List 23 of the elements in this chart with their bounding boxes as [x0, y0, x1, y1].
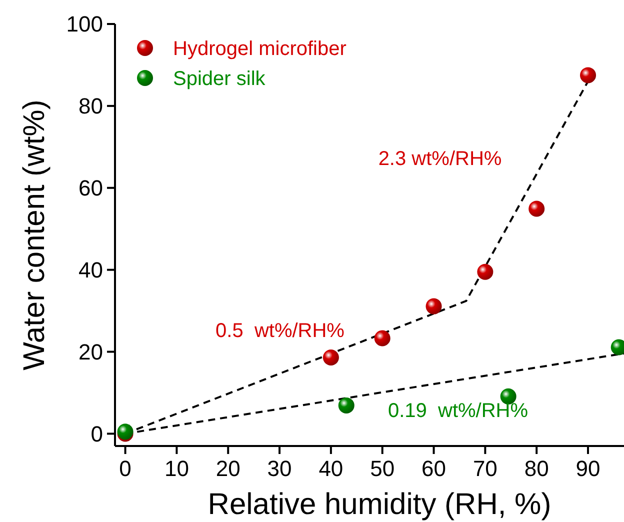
x-tick-label: 50: [370, 456, 395, 481]
annotation: 0.19 wt%/RH%: [388, 400, 528, 422]
y-tick-label: 0: [90, 421, 103, 446]
annotation: 2.3 wt%/RH%: [378, 148, 502, 170]
annotation: 0.5 wt%/RH%: [216, 320, 345, 342]
x-tick-label: 40: [318, 456, 344, 481]
x-tick-label: 70: [472, 456, 498, 481]
y-tick-label: 40: [78, 258, 103, 283]
legend-label: Hydrogel microfiber: [173, 38, 347, 60]
x-tick-label: 20: [216, 456, 240, 481]
x-tick-label: 80: [524, 456, 549, 481]
y-tick-label: 20: [78, 339, 103, 364]
x-tick-label: 10: [164, 456, 189, 481]
x-tick-label: 30: [267, 456, 292, 481]
x-tick-label: 90: [576, 456, 600, 481]
x-tick-label: 0: [119, 456, 132, 481]
x-axis-title: Relative humidity (RH, %): [208, 488, 552, 521]
y-axis-title: Water content (wt%): [18, 100, 51, 370]
legend-label: Spider silk: [173, 68, 266, 90]
y-tick-label: 80: [78, 94, 103, 119]
y-tick-label: 100: [66, 12, 103, 37]
y-tick-label: 60: [78, 176, 103, 201]
x-tick-label: 60: [422, 456, 446, 481]
